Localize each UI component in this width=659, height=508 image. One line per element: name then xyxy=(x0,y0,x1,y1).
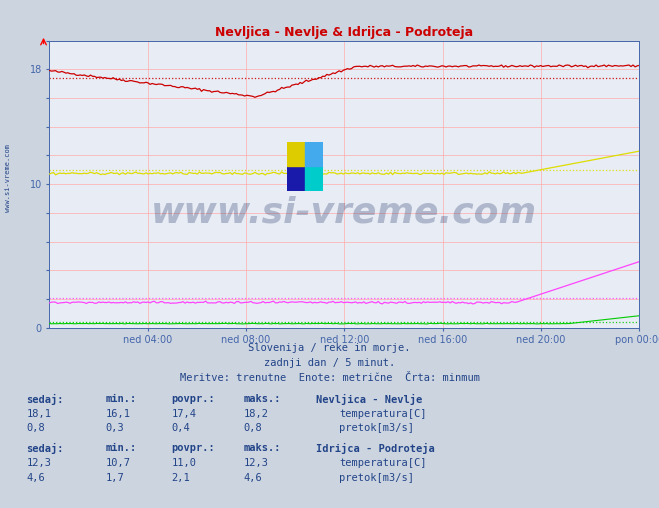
Text: 2,1: 2,1 xyxy=(171,473,190,484)
Text: 12,3: 12,3 xyxy=(26,458,51,468)
Text: 0,3: 0,3 xyxy=(105,423,124,433)
Text: 4,6: 4,6 xyxy=(244,473,262,484)
Text: 17,4: 17,4 xyxy=(171,409,196,419)
Text: 18,1: 18,1 xyxy=(26,409,51,419)
Text: www.si-vreme.com: www.si-vreme.com xyxy=(5,144,11,212)
Title: Nevljica - Nevlje & Idrijca - Podroteja: Nevljica - Nevlje & Idrijca - Podroteja xyxy=(215,26,473,40)
Text: 0,8: 0,8 xyxy=(244,423,262,433)
Text: Meritve: trenutne  Enote: metrične  Črta: minmum: Meritve: trenutne Enote: metrične Črta: … xyxy=(179,373,480,384)
Text: 0,4: 0,4 xyxy=(171,423,190,433)
Text: 4,6: 4,6 xyxy=(26,473,45,484)
Text: pretok[m3/s]: pretok[m3/s] xyxy=(339,473,415,484)
Text: min.:: min.: xyxy=(105,394,136,404)
Bar xyxy=(304,142,323,167)
Text: 10,7: 10,7 xyxy=(105,458,130,468)
Text: maks.:: maks.: xyxy=(244,443,281,453)
Text: Slovenija / reke in morje.: Slovenija / reke in morje. xyxy=(248,343,411,353)
Text: 18,2: 18,2 xyxy=(244,409,269,419)
Text: zadnji dan / 5 minut.: zadnji dan / 5 minut. xyxy=(264,358,395,368)
Text: povpr.:: povpr.: xyxy=(171,394,215,404)
Text: min.:: min.: xyxy=(105,443,136,453)
Text: sedaj:: sedaj: xyxy=(26,443,64,454)
Text: 16,1: 16,1 xyxy=(105,409,130,419)
Text: 11,0: 11,0 xyxy=(171,458,196,468)
Text: Nevljica - Nevlje: Nevljica - Nevlje xyxy=(316,394,422,405)
Text: www.si-vreme.com: www.si-vreme.com xyxy=(152,196,537,230)
Bar xyxy=(287,142,304,167)
Bar xyxy=(287,167,304,190)
Text: sedaj:: sedaj: xyxy=(26,394,64,405)
Text: pretok[m3/s]: pretok[m3/s] xyxy=(339,423,415,433)
Text: temperatura[C]: temperatura[C] xyxy=(339,458,427,468)
Text: 12,3: 12,3 xyxy=(244,458,269,468)
Text: temperatura[C]: temperatura[C] xyxy=(339,409,427,419)
Text: 1,7: 1,7 xyxy=(105,473,124,484)
Bar xyxy=(304,167,323,190)
Text: Idrijca - Podroteja: Idrijca - Podroteja xyxy=(316,443,435,454)
Text: 0,8: 0,8 xyxy=(26,423,45,433)
Text: povpr.:: povpr.: xyxy=(171,443,215,453)
Text: maks.:: maks.: xyxy=(244,394,281,404)
